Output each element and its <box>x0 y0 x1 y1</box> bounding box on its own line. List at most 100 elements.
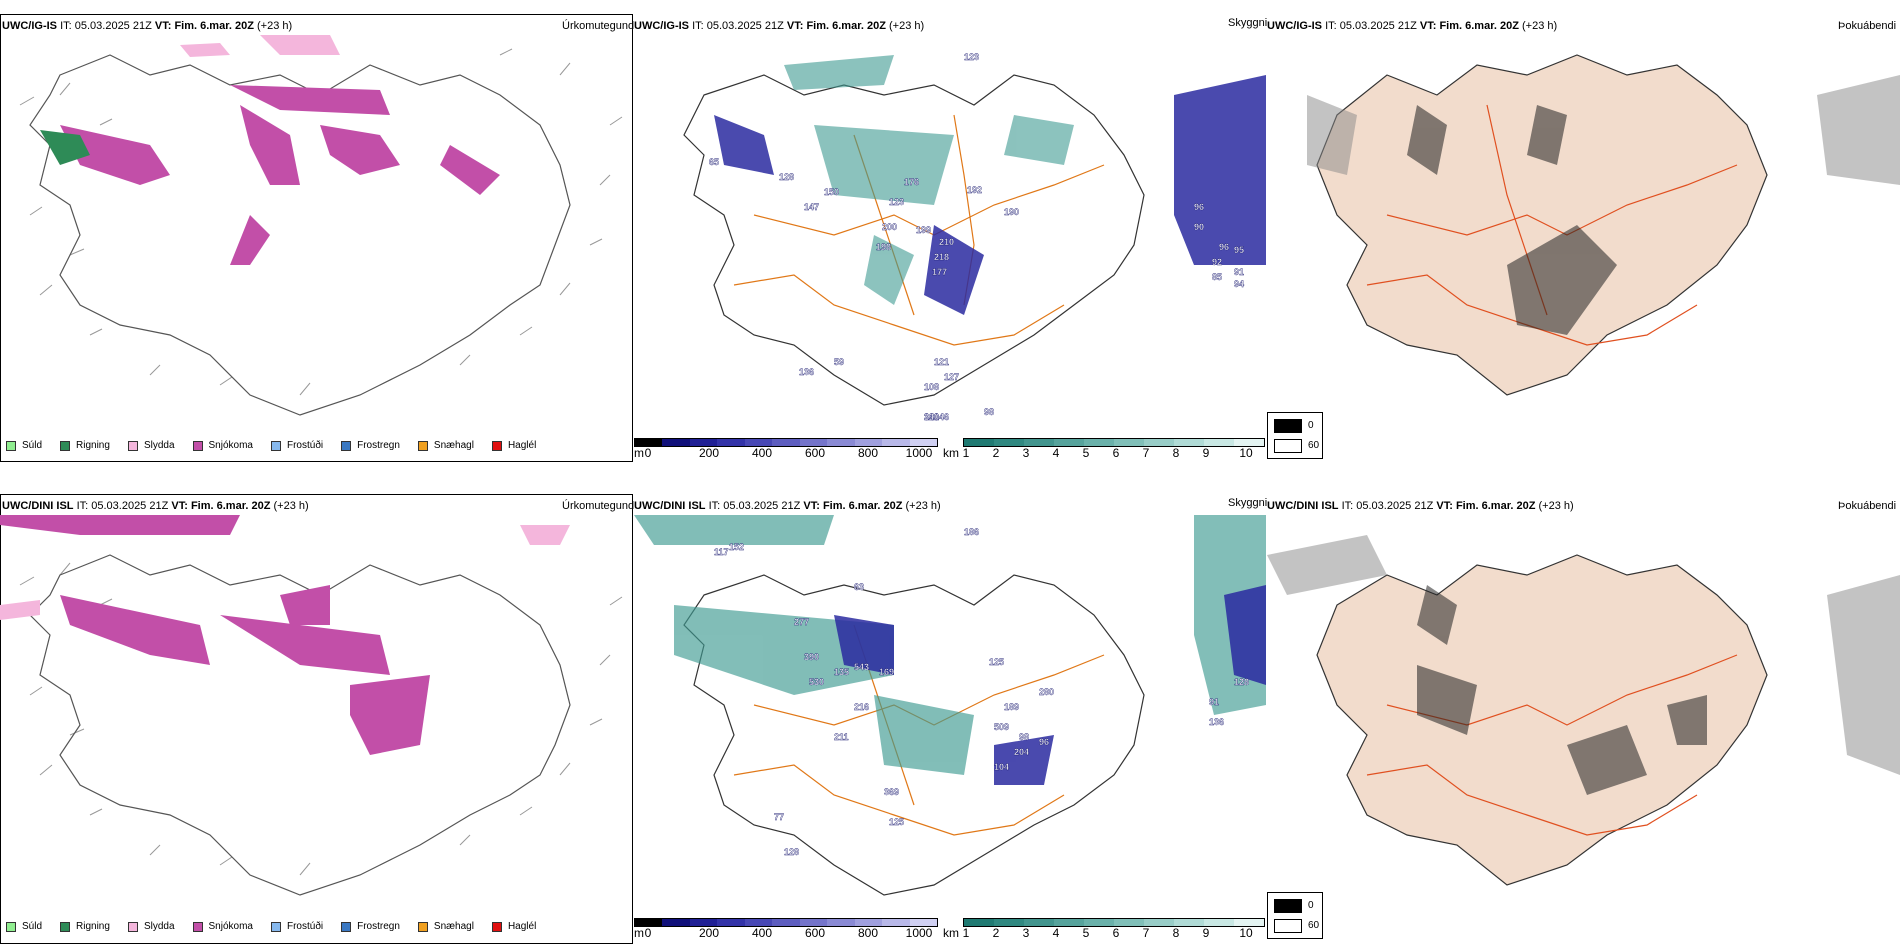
ceiling-value-label: 96 <box>1039 737 1049 747</box>
ceiling-value-label: 146 <box>934 412 949 422</box>
legend-item: Haglél <box>491 440 536 451</box>
legend-swatch <box>60 440 71 451</box>
legend-item: Frostregn <box>341 440 400 451</box>
ceiling-value-label: 136 <box>1209 717 1224 727</box>
visibility-unit-2: km <box>943 926 959 940</box>
ceiling-value-label: 125 <box>989 657 1004 667</box>
ceiling-value-label: 77 <box>774 812 784 822</box>
precip-legend-2: Súld Rigning Slydda Snjókoma Frostúði Fr… <box>6 921 554 932</box>
visibility-map-1[interactable]: 123 65 128 150 147 176 192 123 190 200 199 210 198 21… <box>634 35 1266 425</box>
ceiling-value-label: 90 <box>1194 222 1204 232</box>
fog-swatch-dark <box>1274 899 1302 913</box>
ceiling-value-label: 98 <box>984 407 994 417</box>
ceiling-value-label: 108 <box>924 382 939 392</box>
ceiling-value-label: 200 <box>882 222 897 232</box>
precip-map-drawing-1 <box>19 35 623 416</box>
ceiling-unit-1: m <box>634 446 644 460</box>
precip-header-2: UWC/DINI ISL IT: 05.03.2025 21Z VT: Fim.… <box>2 500 309 512</box>
ceiling-value-label: 96 <box>1194 202 1204 212</box>
ceiling-value-label: 128 <box>784 847 799 857</box>
ceiling-value-label: 91 <box>1209 697 1219 707</box>
legend-swatch <box>6 440 16 451</box>
ceiling-value-label: 98 <box>1019 732 1029 742</box>
cloud-header-1: UWC/IG-IS IT: 05.03.2025 21Z VT: Fim. 6.… <box>1267 20 1558 32</box>
precip-map-2[interactable] <box>0 494 633 944</box>
legend-item: Súld <box>6 921 42 932</box>
precip-header-1: UWC/IG-IS IT: 05.03.2025 21Z VT: Fim. 6.… <box>2 20 293 32</box>
legend-item: Frostregn <box>341 921 400 932</box>
visibility-ticks-1: 1 2 3 4 5 6 7 8 9 10 <box>962 446 1253 460</box>
ceiling-value-label: 63 <box>854 582 864 592</box>
legend-item: Rigning <box>60 440 110 451</box>
ceiling-value-label: 121 <box>934 357 949 367</box>
ceiling-value-label: 169 <box>879 667 894 677</box>
ceiling-value-label: 152 <box>729 542 744 552</box>
legend-swatch <box>127 921 138 932</box>
ceiling-value-label: 120 <box>924 412 939 422</box>
ceiling-value-label: 218 <box>934 252 949 262</box>
cloud-map-1[interactable] <box>1267 35 1900 425</box>
cloud-map-2[interactable] <box>1267 515 1900 905</box>
legend-swatch <box>491 921 502 932</box>
ceiling-value-label: 177 <box>932 267 947 277</box>
ceiling-value-label: 128 <box>1234 677 1249 687</box>
ceiling-value-label: 147 <box>804 202 819 212</box>
legend-swatch <box>491 440 502 451</box>
ceiling-value-label: 369 <box>884 787 899 797</box>
cloud-title-1: Þokuábendi <box>1838 20 1897 32</box>
ceiling-value-label: 340 <box>924 412 939 422</box>
legend-swatch <box>192 921 203 932</box>
ceiling-value-label: 95 <box>1234 245 1244 255</box>
legend-item: Frostúði <box>270 440 323 451</box>
ceiling-value-label: 91 <box>1234 267 1244 277</box>
ceiling-value-label: 216 <box>854 702 869 712</box>
ceiling-value-label: 104 <box>994 762 1009 772</box>
legend-swatch <box>270 440 281 451</box>
fog-key-1: 0 60 <box>1267 412 1323 459</box>
vis-header-1: UWC/IG-IS IT: 05.03.2025 21Z VT: Fim. 6.… <box>634 20 925 32</box>
legend-item: Snæhagl <box>417 921 474 932</box>
ceiling-value-label: 127 <box>944 372 959 382</box>
legend-item: Súld <box>6 440 42 451</box>
legend-swatch <box>192 440 203 451</box>
legend-swatch <box>341 440 352 451</box>
ceiling-value-label: 85 <box>1212 272 1222 282</box>
ceiling-value-label: 277 <box>794 617 809 627</box>
precip-map-drawing-2 <box>0 515 623 896</box>
ceiling-value-label: 198 <box>876 242 891 252</box>
model-name: UWC/IG-IS <box>2 20 57 32</box>
ceiling-ticks-1: 0 200 400 600 800 1000 <box>644 446 933 460</box>
legend-item: Haglél <box>491 921 536 932</box>
ceiling-value-label: 59 <box>834 357 844 367</box>
ceiling-value-label: 135 <box>834 667 849 677</box>
ceiling-value-label: 92 <box>1212 257 1222 267</box>
ceiling-value-label: 150 <box>824 187 839 197</box>
ceiling-value-label: 189 <box>1004 702 1019 712</box>
ceiling-value-label: 192 <box>967 185 982 195</box>
ceiling-value-label: 96 <box>1219 242 1229 252</box>
visibility-map-2[interactable]: 186 117 152 63 135 280 277 390 543 169 216 530 125 18… <box>634 515 1266 905</box>
ceiling-value-label: 136 <box>799 367 814 377</box>
ceiling-value-label: 65 <box>709 157 719 167</box>
ceiling-value-label: 94 <box>1234 279 1244 289</box>
ceiling-value-label: 280 <box>1039 687 1054 697</box>
cloud-header-2: UWC/DINI ISL IT: 05.03.2025 21Z VT: Fim.… <box>1267 500 1574 512</box>
visibility-ticks-2: 1 2 3 4 5 6 7 8 9 10 <box>962 926 1253 940</box>
ceiling-value-label: 509 <box>994 722 1009 732</box>
legend-swatch <box>6 921 16 932</box>
ceiling-ticks-2: 0 200 400 600 800 1000 <box>644 926 933 940</box>
ceiling-value-label: 186 <box>964 527 979 537</box>
ceiling-value-label: 199 <box>916 225 931 235</box>
legend-item: Rigning <box>60 921 110 932</box>
ceiling-colorbar-1 <box>634 438 938 447</box>
ceiling-value-label: 123 <box>889 197 904 207</box>
legend-swatch <box>270 921 281 932</box>
ceiling-value-label: 125 <box>889 817 904 827</box>
cloud-title-2: Þokuábendi <box>1838 500 1897 512</box>
legend-swatch <box>417 921 428 932</box>
legend-item: Slydda <box>127 440 175 451</box>
fog-swatch-dark <box>1274 419 1302 433</box>
vis-header-2: UWC/DINI ISL IT: 05.03.2025 21Z VT: Fim.… <box>634 500 941 512</box>
legend-item: Snæhagl <box>417 440 474 451</box>
precip-map-1[interactable] <box>0 14 633 462</box>
